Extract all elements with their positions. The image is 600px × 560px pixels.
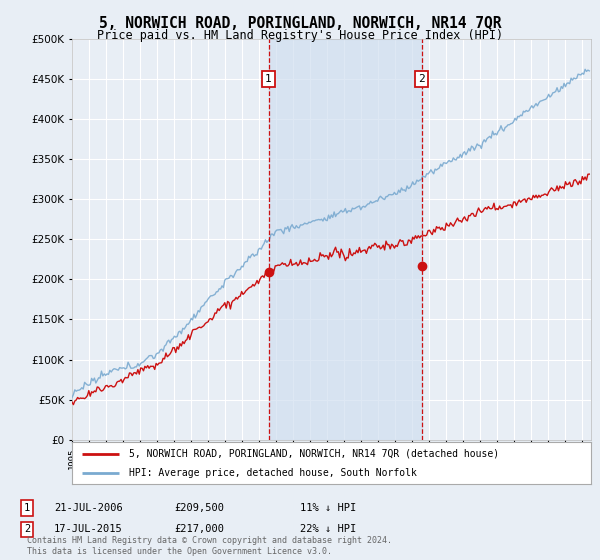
Text: 2: 2 xyxy=(24,524,30,534)
Text: £209,500: £209,500 xyxy=(174,503,224,513)
Text: Price paid vs. HM Land Registry's House Price Index (HPI): Price paid vs. HM Land Registry's House … xyxy=(97,29,503,42)
Text: 2: 2 xyxy=(418,74,425,84)
Text: 1: 1 xyxy=(265,74,272,84)
Bar xyxy=(269,39,422,440)
Text: HPI: Average price, detached house, South Norfolk: HPI: Average price, detached house, Sout… xyxy=(129,468,417,478)
Text: 1: 1 xyxy=(24,503,30,513)
Text: 22% ↓ HPI: 22% ↓ HPI xyxy=(300,524,356,534)
Text: Contains HM Land Registry data © Crown copyright and database right 2024.
This d: Contains HM Land Registry data © Crown c… xyxy=(27,536,392,556)
Text: 21-JUL-2006: 21-JUL-2006 xyxy=(54,503,123,513)
Text: 11% ↓ HPI: 11% ↓ HPI xyxy=(300,503,356,513)
Text: 5, NORWICH ROAD, PORINGLAND, NORWICH, NR14 7QR (detached house): 5, NORWICH ROAD, PORINGLAND, NORWICH, NR… xyxy=(129,449,499,459)
Text: 17-JUL-2015: 17-JUL-2015 xyxy=(54,524,123,534)
Text: £217,000: £217,000 xyxy=(174,524,224,534)
Text: 5, NORWICH ROAD, PORINGLAND, NORWICH, NR14 7QR: 5, NORWICH ROAD, PORINGLAND, NORWICH, NR… xyxy=(99,16,501,31)
